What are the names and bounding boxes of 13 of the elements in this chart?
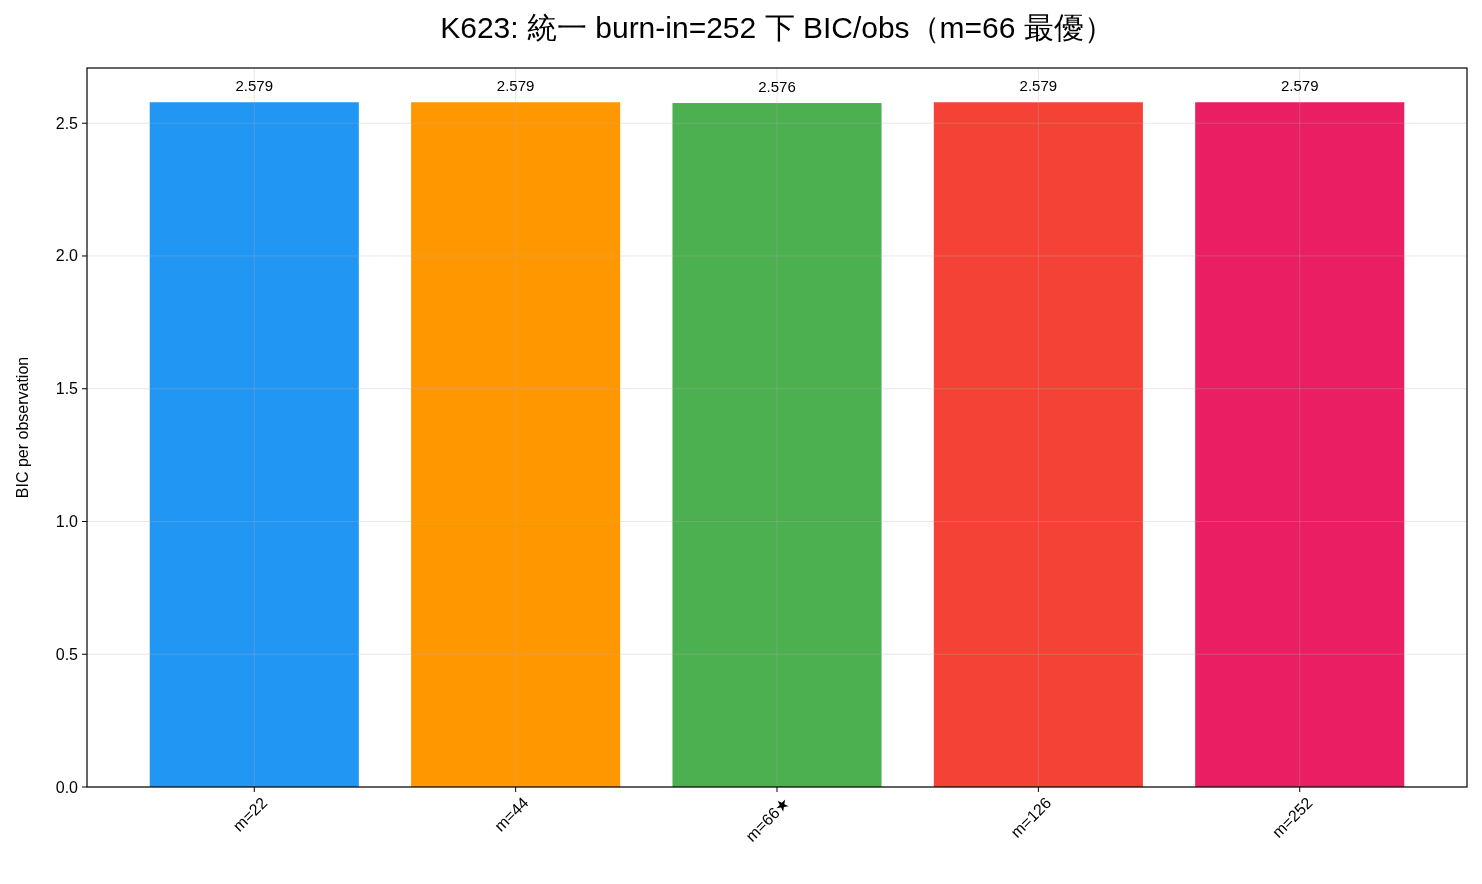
data-label: 2.579 xyxy=(496,77,535,95)
y-tick-label: 1.0 xyxy=(55,513,78,530)
y-tick-label: 2.5 xyxy=(55,114,78,132)
y-axis-title: BIC per observation xyxy=(14,356,31,499)
y-tick-label: 0.5 xyxy=(55,645,78,663)
y-tick-label: 1.5 xyxy=(55,380,78,398)
y-tick-label: 0.0 xyxy=(55,778,78,796)
title: K623: 統一 burn-in=252 下 BIC/obs（m=66 最優） xyxy=(440,11,1114,44)
data-label: 2.579 xyxy=(1019,77,1058,95)
data-label: 2.579 xyxy=(1280,77,1319,95)
data-label: 2.576 xyxy=(758,78,796,96)
data-label: 2.579 xyxy=(235,77,274,95)
y-tick-label: 2.0 xyxy=(55,247,78,265)
